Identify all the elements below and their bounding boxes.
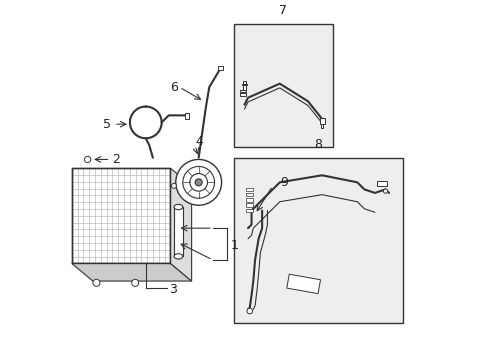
Circle shape [84,156,91,163]
Text: 3: 3 [168,283,176,296]
Text: 8: 8 [314,138,322,150]
Bar [246,209,253,212]
Text: 4: 4 [195,135,203,148]
Bar [286,274,320,294]
Bar [246,188,253,191]
Bar [320,118,324,124]
Text: 1: 1 [230,239,238,252]
Text: 7: 7 [279,4,286,17]
Circle shape [189,174,207,191]
Ellipse shape [174,204,183,210]
Bar [174,207,183,256]
Bar [246,193,253,197]
Ellipse shape [174,254,183,259]
Text: 2: 2 [112,153,120,166]
Bar [243,85,246,90]
Bar [218,66,223,70]
Bar [246,198,253,202]
Bar [233,24,332,147]
Circle shape [383,189,387,193]
Circle shape [93,279,100,286]
Bar [242,84,247,85]
Text: 5: 5 [102,118,110,131]
Bar [233,158,402,323]
Bar [321,124,323,128]
Circle shape [171,183,176,188]
Bar [376,181,386,186]
Polygon shape [72,168,170,264]
Polygon shape [72,264,191,281]
Bar [246,203,253,207]
Bar [240,93,246,96]
Circle shape [131,279,139,286]
Bar [240,90,246,92]
Polygon shape [170,168,191,281]
Bar [72,168,170,264]
Text: 9: 9 [279,176,287,189]
Circle shape [246,308,252,314]
Bar [242,81,246,84]
Circle shape [175,159,221,205]
Text: 6: 6 [170,81,178,94]
Circle shape [195,179,202,186]
Bar [184,113,188,119]
Circle shape [183,166,214,198]
